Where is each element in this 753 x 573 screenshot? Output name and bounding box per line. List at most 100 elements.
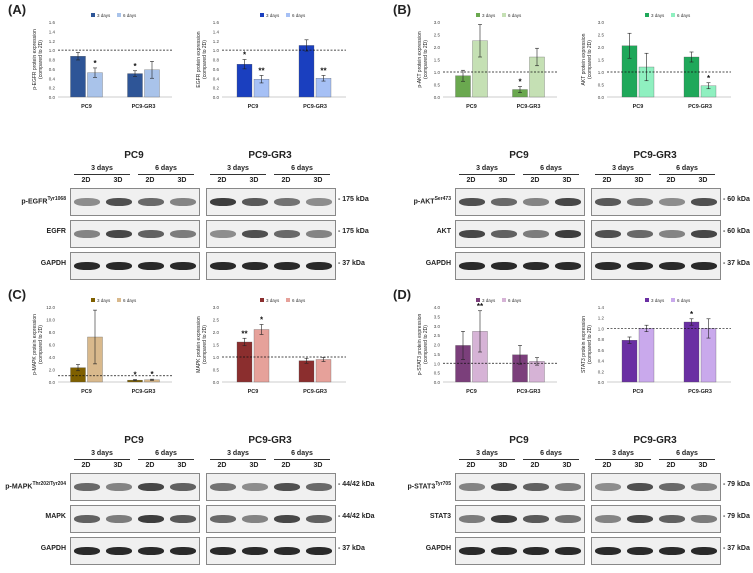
blot-row-label: p-MAPKThr202/Tyr204	[2, 481, 66, 490]
blot-image	[70, 188, 200, 216]
blot-image	[591, 537, 721, 565]
significance-marker: *	[260, 316, 264, 325]
protein-band	[523, 198, 549, 206]
significance-marker: **	[241, 329, 248, 338]
protein-name: GAPDH	[40, 260, 66, 267]
blot-lane-header: 3D	[313, 177, 323, 184]
blot-lane-header: 2D	[530, 177, 540, 184]
y-tick-label: 3.5	[434, 314, 441, 319]
significance-marker: *	[133, 371, 137, 380]
blot-image	[591, 220, 721, 248]
blot-lane-header: 2D	[217, 462, 227, 469]
y-tick-label: 0.2	[213, 86, 220, 91]
protein-band	[555, 198, 581, 206]
blot-lane-header: 2D	[466, 462, 476, 469]
bar	[621, 340, 638, 383]
protein-band	[74, 198, 100, 206]
protein-band	[274, 198, 300, 206]
x-tick-label: PC9-GR3	[132, 389, 156, 395]
molecular-weight-label: - 60 kDa	[723, 196, 750, 203]
blot-day-header: 3 days	[476, 450, 498, 457]
y-tick-label: 0.8	[213, 58, 220, 63]
blot-day-header: 3 days	[227, 450, 249, 457]
blot-image	[206, 220, 336, 248]
legend-label: 3 days	[651, 298, 665, 303]
y-axis-label: p-EGFR protein expression	[32, 29, 38, 90]
protein-band	[691, 198, 717, 206]
blot-day-header: 3 days	[476, 165, 498, 172]
day-underline	[459, 174, 515, 175]
y-tick-label: 0.0	[598, 380, 605, 385]
blot-image	[206, 537, 336, 565]
protein-band	[691, 515, 717, 523]
protein-band	[659, 262, 685, 270]
y-tick-label: 0.0	[434, 95, 441, 100]
protein-name: MAPK	[45, 513, 66, 520]
blot-image	[70, 473, 200, 501]
legend-label: 3 days	[651, 13, 665, 18]
bar	[298, 360, 315, 383]
legend-label: 3 days	[482, 298, 496, 303]
protein-band	[627, 515, 653, 523]
blot-lane-header: 3D	[498, 177, 508, 184]
protein-band	[210, 547, 236, 555]
significance-marker: *	[243, 51, 247, 60]
y-tick-label: 1.5	[434, 352, 441, 357]
protein-band	[595, 262, 621, 270]
significance-marker: *	[707, 74, 711, 83]
day-underline	[523, 174, 579, 175]
protein-band	[491, 515, 517, 523]
blot-lane-header: 3D	[698, 462, 708, 469]
bar	[683, 321, 700, 383]
protein-band	[459, 230, 485, 238]
blot-group-title: PC9	[124, 150, 144, 161]
y-tick-label: 3.0	[213, 305, 220, 310]
protein-band	[459, 262, 485, 270]
legend-label: 6 days	[508, 298, 522, 303]
protein-band	[170, 198, 196, 206]
y-tick-label: 0.0	[598, 95, 605, 100]
day-underline	[210, 459, 266, 460]
protein-band	[306, 547, 332, 555]
blot-row-label: GAPDH	[2, 545, 66, 552]
y-tick-label: 0.0	[434, 380, 441, 385]
legend-label: 6 days	[123, 298, 137, 303]
protein-band	[595, 547, 621, 555]
y-tick-label: 0.0	[49, 380, 56, 385]
molecular-weight-label: - 60 kDa	[723, 228, 750, 235]
significance-marker: **	[320, 66, 327, 75]
x-tick-label: PC9	[248, 104, 259, 110]
blot-group-title: PC9	[509, 435, 529, 446]
protein-band	[523, 483, 549, 491]
y-tick-label: 2.5	[434, 333, 441, 338]
molecular-weight-label: - 37 kDa	[338, 260, 365, 267]
protein-band	[523, 547, 549, 555]
blot-image	[455, 537, 585, 565]
blot-day-header: 3 days	[91, 165, 113, 172]
blot-day-header: 3 days	[612, 450, 634, 457]
phospho-site: Tyr1068	[47, 196, 66, 202]
legend-swatch	[117, 13, 121, 17]
day-underline	[138, 459, 194, 460]
significance-marker: *	[690, 310, 694, 319]
blot-image	[455, 252, 585, 280]
protein-band	[74, 483, 100, 491]
protein-band	[555, 262, 581, 270]
blot-lane-header: 2D	[81, 462, 91, 469]
y-tick-label: 3.0	[434, 324, 441, 329]
bar	[638, 328, 655, 383]
molecular-weight-label: - 175 kDa	[338, 228, 369, 235]
molecular-weight-label: - 79 kDa	[723, 481, 750, 488]
y-tick-label: 0.6	[213, 67, 220, 72]
x-tick-label: PC9	[466, 389, 477, 395]
legend-label: 6 days	[292, 13, 306, 18]
panel-label: (D)	[393, 287, 412, 302]
legend-swatch	[476, 298, 480, 302]
y-tick-label: 8.0	[49, 330, 56, 335]
protein-band	[74, 262, 100, 270]
legend-label: 6 days	[677, 298, 691, 303]
protein-name: GAPDH	[425, 260, 451, 267]
y-axis-label: (compared to 2D)	[38, 325, 44, 364]
y-tick-label: 0.5	[213, 368, 220, 373]
x-tick-label: PC9-GR3	[132, 104, 156, 110]
